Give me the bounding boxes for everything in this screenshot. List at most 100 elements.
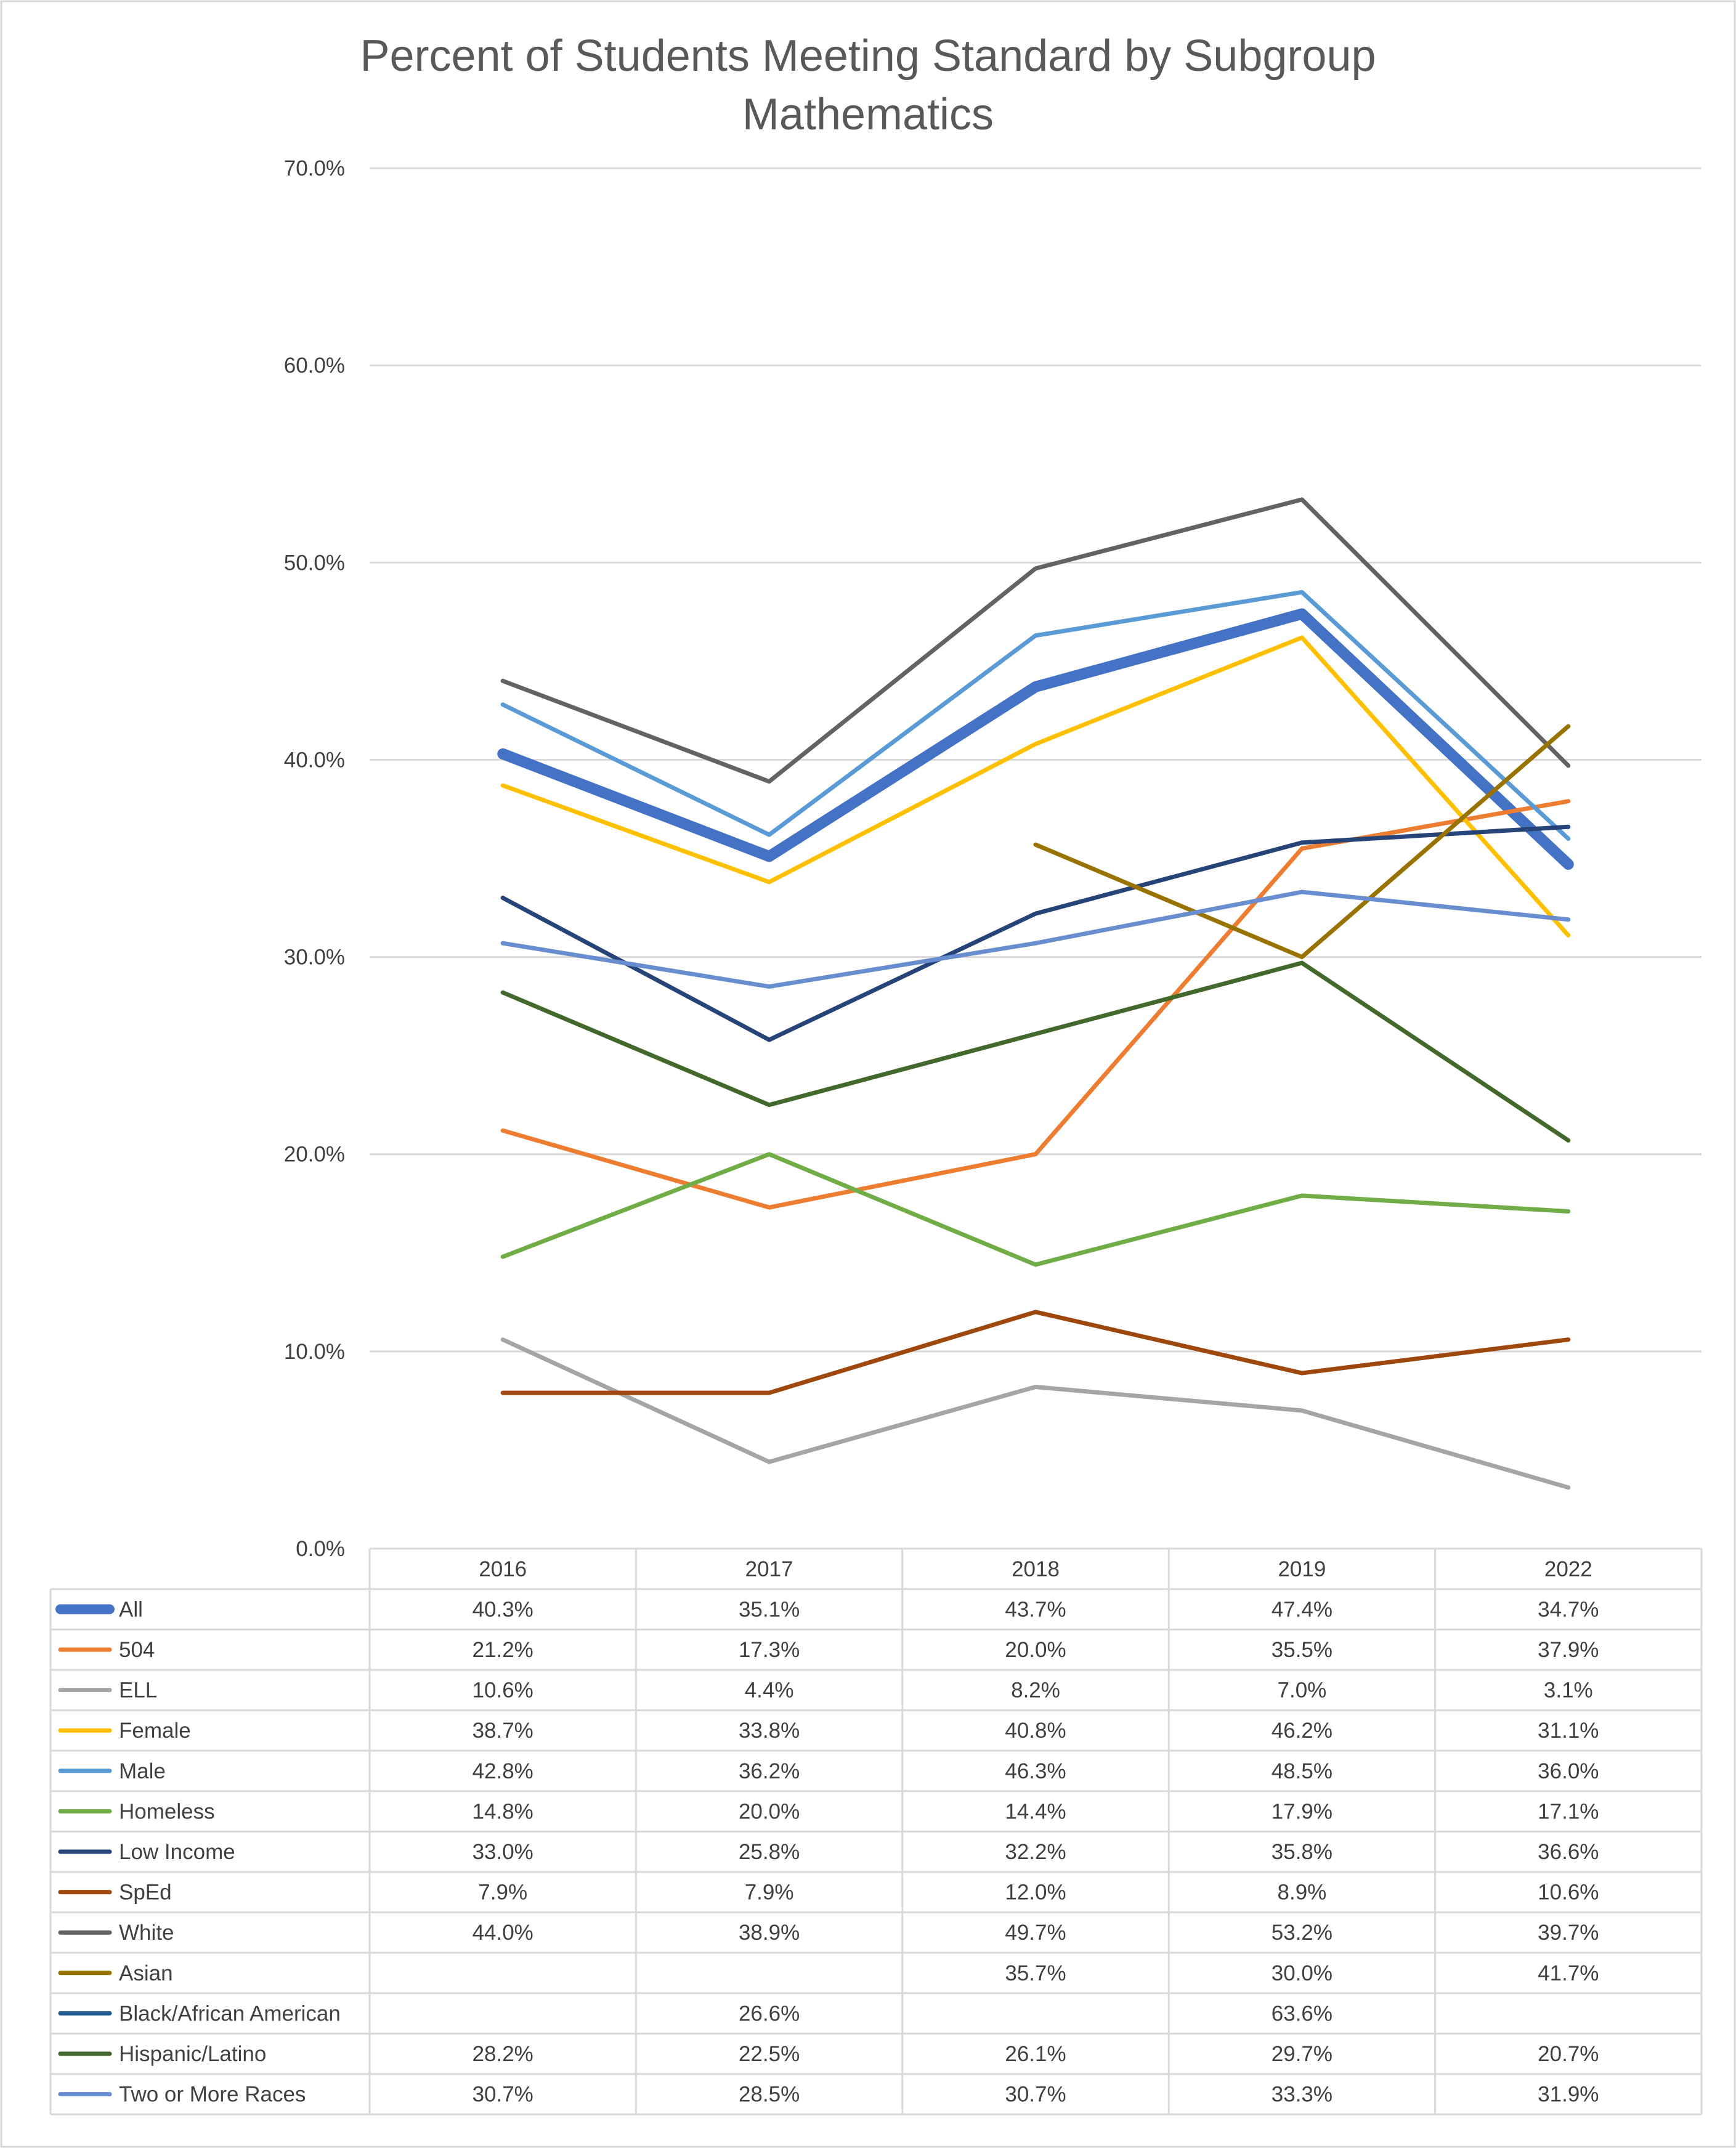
data-label: 48.5% [1272,1759,1332,1783]
line-segment [500,1152,1571,1267]
data-label: 7.9% [745,1881,794,1905]
series-line [500,497,1571,784]
data-label: 20.0% [739,1799,800,1823]
series-line [497,608,1574,870]
data-label: 31.9% [1538,2083,1599,2107]
line-segment [500,960,1571,1143]
data-label: 17.1% [1538,1799,1599,1823]
line-segment [500,497,1571,784]
legend-label: Asian [119,1961,173,1985]
data-label: 33.0% [473,1840,533,1864]
series-line [500,590,1571,841]
data-label: 28.2% [473,2042,533,2066]
data-label: 4.4% [745,1679,794,1703]
data-label: 35.1% [739,1597,800,1621]
data-label: 47.4% [1272,1597,1332,1621]
data-label: 26.1% [1005,2042,1066,2066]
data-label: 32.2% [1005,1840,1066,1864]
data-label: 30.7% [473,2083,533,2107]
legend-label: Black/African American [119,2001,341,2025]
line-segment [500,890,1571,989]
data-label: 41.7% [1538,1961,1599,1985]
data-label: 53.2% [1272,1921,1332,1945]
line-segment [500,635,1571,938]
y-tick-label: 60.0% [284,354,345,378]
legend-label: Homeless [119,1799,215,1823]
data-label: 21.2% [473,1638,533,1662]
data-label: 43.7% [1005,1597,1066,1621]
data-label: 31.1% [1538,1719,1599,1743]
y-tick-label: 50.0% [284,551,345,575]
data-label: 10.6% [473,1679,533,1703]
y-tick-label: 20.0% [284,1143,345,1167]
legend-label: Hispanic/Latino [119,2042,266,2066]
y-tick-label: 10.0% [284,1340,345,1364]
line-segment [500,824,1571,1042]
data-label: 38.9% [739,1921,800,1945]
data-label: 14.8% [473,1799,533,1823]
data-label: 3.1% [1544,1679,1593,1703]
data-label: 46.3% [1005,1759,1066,1783]
data-label: 38.7% [473,1719,533,1743]
series-line [500,635,1571,938]
y-tick-label: 30.0% [284,946,345,970]
x-category-label: 2022 [1544,1557,1592,1581]
data-label: 8.9% [1278,1881,1327,1905]
data-label: 49.7% [1005,1921,1066,1945]
data-label: 14.4% [1005,1799,1066,1823]
data-label: 34.7% [1538,1597,1599,1621]
y-tick-label: 40.0% [284,748,345,772]
x-category-label: 2019 [1278,1557,1326,1581]
data-label: 35.5% [1272,1638,1332,1662]
line-segment [500,590,1571,841]
data-label: 26.6% [739,2001,800,2025]
data-label: 36.2% [739,1759,800,1783]
data-label: 39.7% [1538,1921,1599,1945]
legend-label: White [119,1921,174,1945]
line-segment [497,608,1574,870]
legend-label: Low Income [119,1840,235,1864]
data-label: 12.0% [1005,1881,1066,1905]
line-segment [500,1310,1571,1395]
data-label: 20.0% [1005,1638,1066,1662]
data-label: 28.5% [739,2083,800,2107]
series-line [500,1337,1571,1490]
series-line [500,890,1571,989]
data-label: 40.8% [1005,1719,1066,1743]
data-label: 22.5% [739,2042,800,2066]
series-line [500,824,1571,1042]
data-label: 33.3% [1272,2083,1332,2107]
data-label: 8.2% [1011,1679,1060,1703]
y-tick-label: 0.0% [296,1537,345,1561]
chart-subtitle: Mathematics [742,90,994,139]
data-label: 35.8% [1272,1840,1332,1864]
legend-label: ELL [119,1679,157,1703]
data-label: 37.9% [1538,1638,1599,1662]
series-line [1033,724,1571,960]
data-label: 35.7% [1005,1961,1066,1985]
data-label: 44.0% [473,1921,533,1945]
legend-label: Male [119,1759,166,1783]
x-category-label: 2018 [1012,1557,1060,1581]
series-lines [497,497,1574,1490]
data-label: 7.0% [1278,1679,1327,1703]
chart-title: Percent of Students Meeting Standard by … [360,31,1376,81]
data-label: 7.9% [478,1881,527,1905]
data-label: 40.3% [473,1597,533,1621]
x-category-label: 2016 [479,1557,527,1581]
data-table: 2016 2017 2018 2019 2022 All 40.3% 35.1% 43.7% 47… [49,1547,1703,2115]
data-label: 10.6% [1538,1881,1599,1905]
y-tick-label: 70.0% [284,156,345,180]
data-label: 17.9% [1272,1799,1332,1823]
data-label: 20.7% [1538,2042,1599,2066]
line-segment [500,799,1571,1210]
data-label: 36.6% [1538,1840,1599,1864]
legend-label: Female [119,1719,191,1743]
data-label: 25.8% [739,1840,800,1864]
data-label: 33.8% [739,1719,800,1743]
series-line [500,960,1571,1143]
data-label: 46.2% [1272,1719,1332,1743]
y-axis-ticks: 0.0% 10.0% 20.0% 30.0% 40.0% 50.0% 60.0% 70.0% [284,156,345,1561]
